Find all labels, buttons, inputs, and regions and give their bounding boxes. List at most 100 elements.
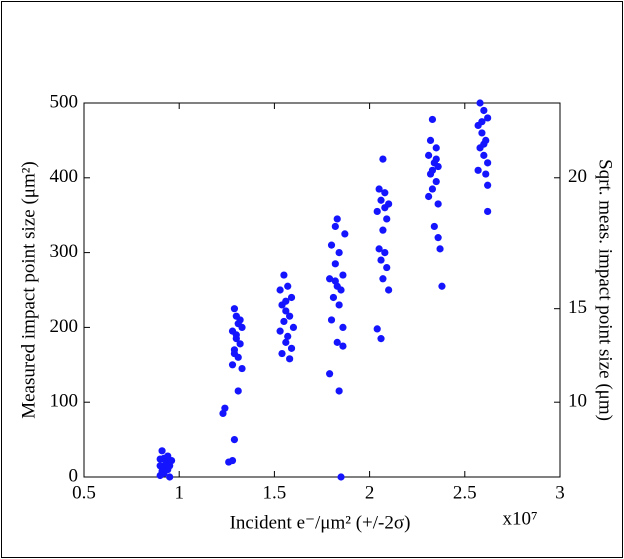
point (426, 136, 435, 144)
point (286, 312, 294, 320)
point (432, 155, 440, 163)
point (234, 387, 242, 395)
point (341, 230, 349, 238)
point (280, 317, 288, 326)
point (480, 140, 488, 148)
point (326, 370, 334, 378)
point (478, 118, 486, 126)
point (164, 452, 172, 460)
point (482, 170, 490, 178)
point (331, 260, 339, 268)
point (335, 301, 343, 309)
point (434, 200, 442, 208)
point (331, 222, 339, 231)
point (158, 447, 166, 455)
point (333, 338, 341, 346)
point (232, 331, 240, 339)
point (474, 166, 482, 174)
y2-tick-label: 15 (568, 297, 587, 318)
y-tick-label: 0 (69, 465, 79, 486)
point (276, 327, 284, 335)
y-tick-label: 500 (50, 91, 79, 112)
point (230, 436, 239, 444)
point (484, 207, 492, 216)
point (381, 249, 389, 257)
point (428, 166, 437, 174)
point (238, 364, 246, 373)
point (383, 263, 391, 272)
point (284, 282, 292, 290)
point (236, 340, 244, 348)
point (280, 271, 288, 279)
point (230, 305, 239, 313)
point (287, 344, 296, 352)
point (379, 275, 387, 283)
point (428, 115, 437, 124)
point (484, 159, 492, 167)
y-axis-label: Measured impact point size (μm²) (18, 161, 39, 419)
point (375, 245, 383, 253)
point (375, 185, 383, 193)
y2-axis-label: Sqrt. meas. impact point size (μm) (595, 159, 616, 421)
point (379, 226, 387, 234)
point (335, 387, 343, 395)
point (166, 462, 174, 470)
point (381, 204, 389, 212)
point (228, 361, 237, 369)
point (339, 342, 347, 350)
y-tick-label: 200 (50, 316, 79, 337)
point (434, 234, 442, 242)
point (425, 192, 433, 201)
plot-box (83, 102, 561, 478)
point (331, 277, 339, 285)
point (428, 185, 437, 193)
point (377, 196, 385, 204)
x-tick-label: 2 (365, 482, 375, 503)
point (381, 189, 389, 197)
point (476, 99, 484, 107)
point (432, 144, 440, 152)
y2-tick-label: 20 (568, 166, 587, 187)
point (432, 177, 440, 186)
point (373, 207, 381, 216)
point (434, 162, 442, 171)
x-axis-label: Incident e⁻/μm² (+/-2σ) (230, 512, 411, 533)
y-tick-label: 100 (50, 391, 79, 412)
point (484, 181, 492, 189)
point (230, 349, 239, 358)
point (156, 455, 164, 463)
point (377, 335, 385, 343)
point (383, 215, 391, 223)
point (282, 297, 290, 305)
point (430, 222, 438, 231)
point (284, 332, 292, 340)
point (377, 256, 385, 264)
point (282, 338, 290, 346)
point (329, 293, 338, 302)
point (478, 129, 486, 137)
point (228, 456, 237, 465)
x-offset-label: x10⁷ (502, 508, 537, 529)
point (286, 355, 294, 363)
x-tick-label: 2.5 (453, 482, 477, 503)
point (385, 286, 393, 294)
point (480, 106, 488, 115)
point (287, 293, 296, 302)
y-tick-label: 300 (50, 241, 79, 262)
point (438, 282, 446, 290)
point (282, 307, 290, 315)
x-tick-label: 0.5 (72, 482, 96, 503)
point (327, 241, 336, 249)
y-tick-label: 400 (50, 166, 79, 187)
point (337, 286, 345, 294)
x-tick-label: 1.5 (263, 482, 287, 503)
point (238, 323, 246, 331)
point (339, 323, 347, 331)
point (278, 349, 286, 358)
x-tick-label: 3 (555, 482, 565, 503)
point (166, 473, 174, 481)
y2-tick-label: 10 (568, 391, 587, 412)
point (289, 323, 298, 331)
point (425, 151, 433, 159)
point (333, 215, 341, 223)
